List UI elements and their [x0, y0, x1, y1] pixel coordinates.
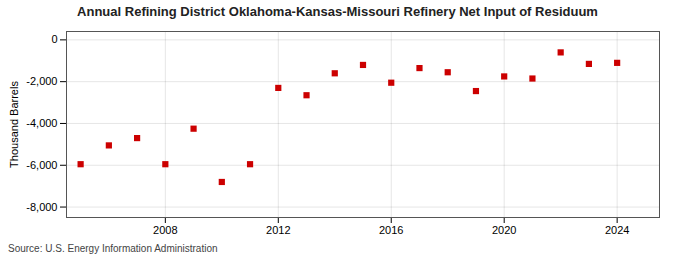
- svg-text:2012: 2012: [266, 224, 290, 236]
- svg-text:-6,000: -6,000: [26, 159, 57, 171]
- svg-text:2008: 2008: [153, 224, 177, 236]
- svg-text:2020: 2020: [492, 224, 516, 236]
- svg-text:Thousand Barrels: Thousand Barrels: [8, 81, 20, 168]
- svg-text:-8,000: -8,000: [26, 201, 57, 213]
- svg-text:0: 0: [51, 33, 57, 45]
- svg-text:2016: 2016: [379, 224, 403, 236]
- svg-text:-2,000: -2,000: [26, 75, 57, 87]
- svg-text:2024: 2024: [605, 224, 629, 236]
- html-text:Source: U.S. Energy Informatio: Source: U.S. Energy Information Administ…: [8, 243, 218, 254]
- html-text:Annual Refining District Oklah: Annual Refining District Oklahoma-Kansas…: [77, 4, 598, 19]
- svg-text:-4,000: -4,000: [26, 117, 57, 129]
